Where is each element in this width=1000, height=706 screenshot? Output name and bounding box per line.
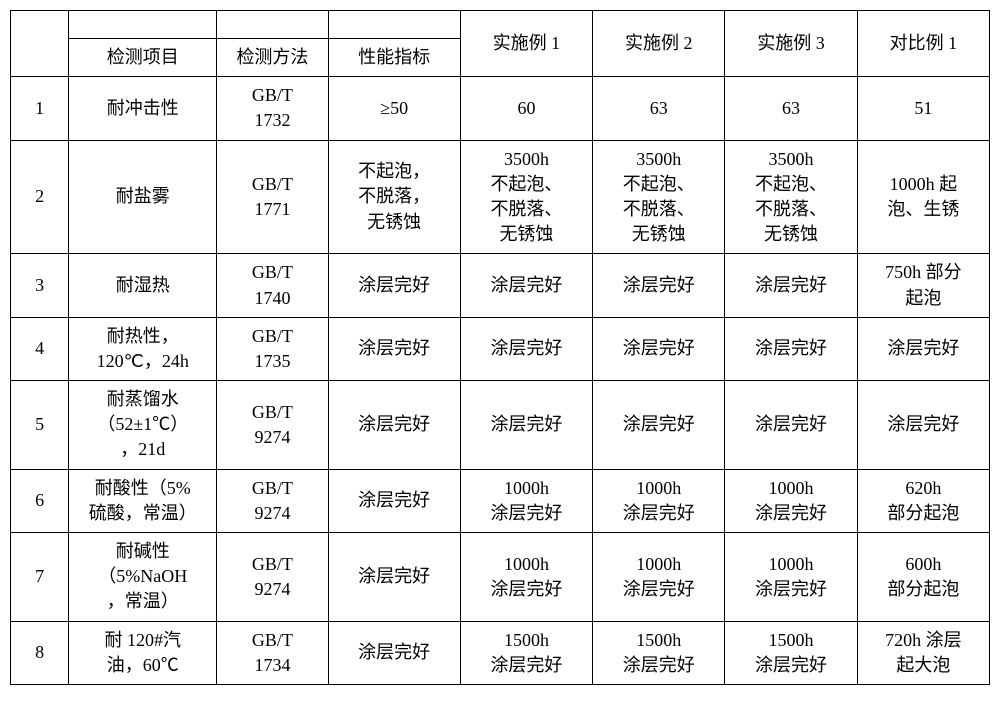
cell-ex3: 1000h 涂层完好 bbox=[725, 469, 857, 532]
header-test_item: 检测项目 bbox=[69, 39, 217, 77]
cell-num: 2 bbox=[11, 140, 69, 254]
cell-ex2: 1000h 涂层完好 bbox=[593, 533, 725, 622]
cell-test_method: GB/T 9274 bbox=[217, 469, 328, 532]
cell-test_item: 耐热性， 120℃，24h bbox=[69, 317, 217, 380]
cell-test_method: GB/T 1735 bbox=[217, 317, 328, 380]
cell-spec: 涂层完好 bbox=[328, 317, 460, 380]
cell-test_item: 耐酸性（5% 硫酸，常温） bbox=[69, 469, 217, 532]
cell-cmp1: 涂层完好 bbox=[857, 381, 989, 470]
cell-ex2: 涂层完好 bbox=[593, 254, 725, 317]
cell-cmp1: 51 bbox=[857, 77, 989, 140]
cell-test_item: 耐 120#汽 油，60℃ bbox=[69, 621, 217, 684]
cell-num: 3 bbox=[11, 254, 69, 317]
cell-test_method: GB/T 1734 bbox=[217, 621, 328, 684]
header-test_method: 检测方法 bbox=[217, 39, 328, 77]
table-row: 5耐蒸馏水 （52±1℃） ，21dGB/T 9274涂层完好涂层完好涂层完好涂… bbox=[11, 381, 990, 470]
cell-ex2: 63 bbox=[593, 77, 725, 140]
cell-cmp1: 涂层完好 bbox=[857, 317, 989, 380]
header-spec: 性能指标 bbox=[328, 39, 460, 77]
cell-ex1: 60 bbox=[460, 77, 592, 140]
cell-cmp1: 750h 部分 起泡 bbox=[857, 254, 989, 317]
cell-test_item: 耐湿热 bbox=[69, 254, 217, 317]
cell-num: 6 bbox=[11, 469, 69, 532]
header-row-1: 实施例 1实施例 2实施例 3对比例 1 bbox=[11, 11, 990, 39]
cell-spec: ≥50 bbox=[328, 77, 460, 140]
header-ex3: 实施例 3 bbox=[725, 11, 857, 77]
table-row: 2耐盐雾GB/T 1771不起泡， 不脱落， 无锈蚀3500h 不起泡、 不脱落… bbox=[11, 140, 990, 254]
table-row: 1耐冲击性GB/T 1732≥5060636351 bbox=[11, 77, 990, 140]
table-body: 1耐冲击性GB/T 1732≥50606363512耐盐雾GB/T 1771不起… bbox=[11, 77, 990, 685]
cell-spec: 涂层完好 bbox=[328, 381, 460, 470]
cell-ex3: 1500h 涂层完好 bbox=[725, 621, 857, 684]
cell-ex3: 3500h 不起泡、 不脱落、 无锈蚀 bbox=[725, 140, 857, 254]
table-row: 8耐 120#汽 油，60℃GB/T 1734涂层完好1500h 涂层完好150… bbox=[11, 621, 990, 684]
cell-num: 7 bbox=[11, 533, 69, 622]
cell-cmp1: 600h 部分起泡 bbox=[857, 533, 989, 622]
header-blank-1 bbox=[217, 11, 328, 39]
cell-ex1: 涂层完好 bbox=[460, 254, 592, 317]
header-ex2: 实施例 2 bbox=[593, 11, 725, 77]
cell-spec: 涂层完好 bbox=[328, 469, 460, 532]
cell-num: 8 bbox=[11, 621, 69, 684]
cell-num: 5 bbox=[11, 381, 69, 470]
performance-test-table: 实施例 1实施例 2实施例 3对比例 1检测项目检测方法性能指标1耐冲击性GB/… bbox=[10, 10, 990, 685]
cell-test_method: GB/T 9274 bbox=[217, 533, 328, 622]
cell-ex3: 63 bbox=[725, 77, 857, 140]
table-row: 6耐酸性（5% 硫酸，常温）GB/T 9274涂层完好1000h 涂层完好100… bbox=[11, 469, 990, 532]
cell-cmp1: 620h 部分起泡 bbox=[857, 469, 989, 532]
cell-ex1: 1000h 涂层完好 bbox=[460, 469, 592, 532]
cell-test_item: 耐碱性 （5%NaOH ，常温） bbox=[69, 533, 217, 622]
cell-num: 4 bbox=[11, 317, 69, 380]
cell-ex3: 涂层完好 bbox=[725, 381, 857, 470]
cell-test_item: 耐盐雾 bbox=[69, 140, 217, 254]
cell-num: 1 bbox=[11, 77, 69, 140]
cell-test_method: GB/T 1771 bbox=[217, 140, 328, 254]
cell-ex1: 1000h 涂层完好 bbox=[460, 533, 592, 622]
cell-ex3: 涂层完好 bbox=[725, 254, 857, 317]
table-row: 3耐湿热GB/T 1740涂层完好涂层完好涂层完好涂层完好750h 部分 起泡 bbox=[11, 254, 990, 317]
cell-ex1: 涂层完好 bbox=[460, 317, 592, 380]
header-blank-0 bbox=[69, 11, 217, 39]
cell-ex1: 1500h 涂层完好 bbox=[460, 621, 592, 684]
table-row: 7耐碱性 （5%NaOH ，常温）GB/T 9274涂层完好1000h 涂层完好… bbox=[11, 533, 990, 622]
cell-ex3: 1000h 涂层完好 bbox=[725, 533, 857, 622]
cell-ex2: 1000h 涂层完好 bbox=[593, 469, 725, 532]
cell-ex1: 3500h 不起泡、 不脱落、 无锈蚀 bbox=[460, 140, 592, 254]
cell-ex2: 1500h 涂层完好 bbox=[593, 621, 725, 684]
cell-spec: 不起泡， 不脱落， 无锈蚀 bbox=[328, 140, 460, 254]
cell-spec: 涂层完好 bbox=[328, 533, 460, 622]
cell-ex3: 涂层完好 bbox=[725, 317, 857, 380]
cell-ex2: 涂层完好 bbox=[593, 381, 725, 470]
cell-spec: 涂层完好 bbox=[328, 621, 460, 684]
cell-test_method: GB/T 1732 bbox=[217, 77, 328, 140]
cell-ex2: 3500h 不起泡、 不脱落、 无锈蚀 bbox=[593, 140, 725, 254]
header-blank-2 bbox=[328, 11, 460, 39]
header-cmp1: 对比例 1 bbox=[857, 11, 989, 77]
cell-test_method: GB/T 9274 bbox=[217, 381, 328, 470]
cell-cmp1: 720h 涂层 起大泡 bbox=[857, 621, 989, 684]
header-ex1: 实施例 1 bbox=[460, 11, 592, 77]
cell-test_item: 耐蒸馏水 （52±1℃） ，21d bbox=[69, 381, 217, 470]
cell-spec: 涂层完好 bbox=[328, 254, 460, 317]
cell-ex1: 涂层完好 bbox=[460, 381, 592, 470]
cell-test_method: GB/T 1740 bbox=[217, 254, 328, 317]
table-row: 4耐热性， 120℃，24hGB/T 1735涂层完好涂层完好涂层完好涂层完好涂… bbox=[11, 317, 990, 380]
cell-cmp1: 1000h 起 泡、生锈 bbox=[857, 140, 989, 254]
cell-test_item: 耐冲击性 bbox=[69, 77, 217, 140]
header-num-blank bbox=[11, 11, 69, 77]
cell-ex2: 涂层完好 bbox=[593, 317, 725, 380]
